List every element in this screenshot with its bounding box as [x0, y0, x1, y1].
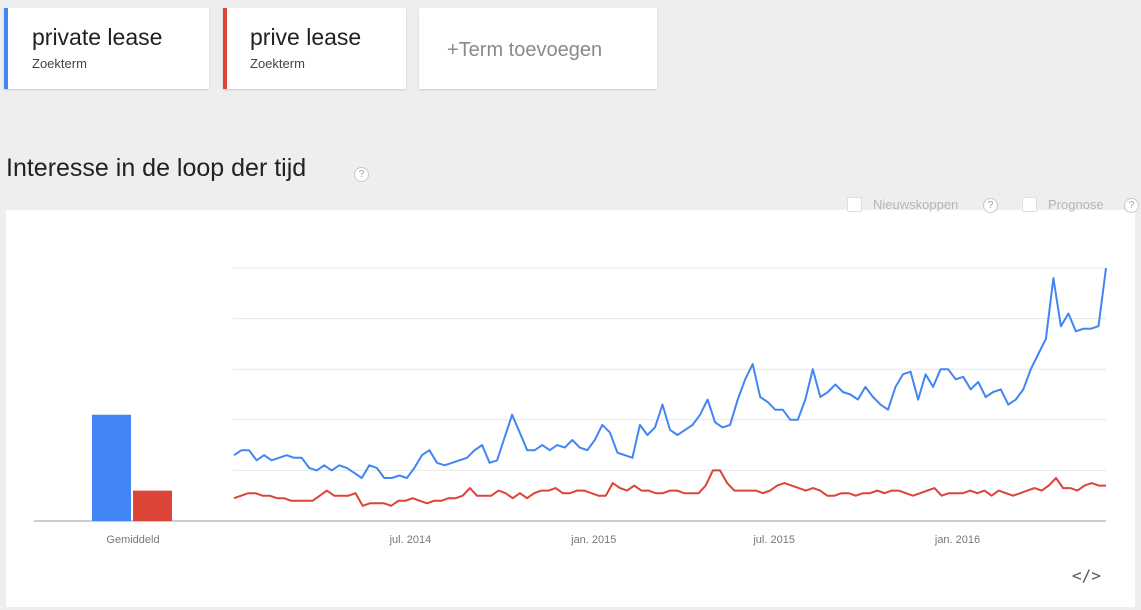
average-bars: Gemiddeld [92, 414, 172, 546]
term-card-prive-lease[interactable]: prive lease Zoekterm [223, 8, 406, 89]
series-line-private-lease [233, 267, 1107, 479]
x-tick-label: jan. 2016 [934, 534, 980, 546]
average-bar-private-lease [92, 414, 131, 521]
x-tick-labels: jul. 2014 jan. 2015 jul. 2015 jan. 2016 [389, 534, 981, 546]
help-icon[interactable]: ? [1124, 198, 1139, 213]
gridlines [34, 267, 1106, 522]
term-name: prive lease [250, 24, 362, 50]
series-lines [233, 267, 1107, 507]
add-term-label: +Term toevoegen [447, 39, 603, 61]
x-tick-label: jul. 2014 [389, 534, 432, 546]
x-tick-label: jan. 2015 [570, 534, 616, 546]
term-name: private lease [32, 24, 163, 50]
news-headlines-checkbox[interactable] [847, 197, 862, 212]
forecast-checkbox[interactable] [1022, 197, 1037, 212]
add-term-button[interactable]: +Term toevoegen [419, 8, 657, 89]
embed-code-icon[interactable]: </> [1072, 566, 1101, 585]
forecast-label: Prognose [1048, 197, 1104, 212]
term-subtitle: Zoekterm [32, 56, 87, 71]
term-subtitle: Zoekterm [250, 56, 305, 71]
chart-panel [6, 210, 1135, 607]
x-tick-label: jul. 2015 [752, 534, 795, 546]
help-icon[interactable]: ? [354, 167, 369, 182]
average-bar-prive-lease [133, 490, 172, 521]
average-label: Gemiddeld [106, 534, 159, 546]
term-card-private-lease[interactable]: private lease Zoekterm [4, 8, 209, 89]
news-headlines-label: Nieuwskoppen [873, 197, 959, 212]
help-icon[interactable]: ? [983, 198, 998, 213]
series-line-prive-lease [233, 469, 1106, 507]
section-title: Interesse in de loop der tijd [6, 154, 307, 182]
